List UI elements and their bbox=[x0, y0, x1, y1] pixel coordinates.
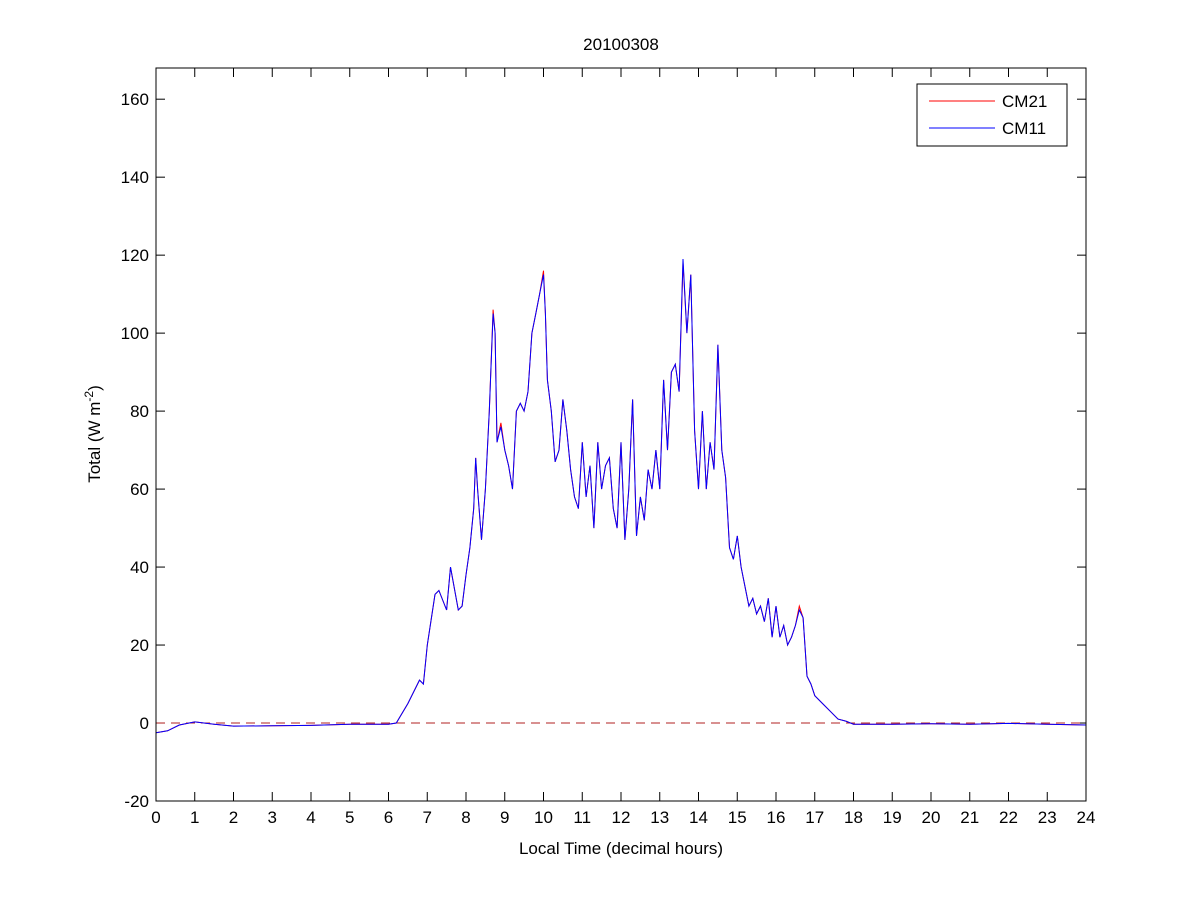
y-tick-label: -20 bbox=[124, 792, 149, 811]
x-tick-label: 0 bbox=[151, 808, 160, 827]
x-tick-label: 12 bbox=[612, 808, 631, 827]
x-tick-label: 17 bbox=[805, 808, 824, 827]
x-tick-label: 19 bbox=[883, 808, 902, 827]
y-tick-label: 120 bbox=[121, 246, 149, 265]
x-tick-label: 4 bbox=[306, 808, 315, 827]
x-tick-label: 10 bbox=[534, 808, 553, 827]
data-series bbox=[155, 258, 1087, 734]
x-tick-label: 13 bbox=[650, 808, 669, 827]
x-tick-label: 8 bbox=[461, 808, 470, 827]
x-tick-label: 5 bbox=[345, 808, 354, 827]
y-tick-label: 60 bbox=[130, 480, 149, 499]
x-tick-label: 14 bbox=[689, 808, 708, 827]
legend-label-cm21: CM21 bbox=[1002, 92, 1047, 111]
axes-frame bbox=[155, 67, 1087, 802]
x-tick-label: 22 bbox=[999, 808, 1018, 827]
x-tick-label: 23 bbox=[1038, 808, 1057, 827]
x-tick-label: 20 bbox=[922, 808, 941, 827]
x-axis-label: Local Time (decimal hours) bbox=[519, 839, 723, 858]
y-tick-label: 80 bbox=[130, 402, 149, 421]
legend-box bbox=[916, 83, 1068, 147]
axis-ticks: 0 1 2 3 4 5 6 7 8 9 10 11 12 13 14 15 16 17 18 19 20 21 22 23 24… bbox=[121, 68, 1096, 827]
y-tick-label: 140 bbox=[121, 168, 149, 187]
x-tick-label: 1 bbox=[190, 808, 199, 827]
x-tick-label: 11 bbox=[573, 808, 591, 827]
y-tick-label: 40 bbox=[130, 558, 149, 577]
x-tick-label: 2 bbox=[229, 808, 238, 827]
x-tick-label: 21 bbox=[960, 808, 979, 827]
y-tick-label: 0 bbox=[140, 714, 149, 733]
x-tick-label: 24 bbox=[1077, 808, 1096, 827]
y-axis-label: Total (W m-2) bbox=[82, 385, 104, 483]
y-tick-label: 20 bbox=[130, 636, 149, 655]
x-tick-label: 18 bbox=[844, 808, 863, 827]
x-tick-label: 3 bbox=[268, 808, 277, 827]
x-tick-label: 16 bbox=[767, 808, 786, 827]
legend: CM21 CM11 bbox=[916, 83, 1068, 147]
x-tick-label: 6 bbox=[384, 808, 393, 827]
x-tick-label: 15 bbox=[728, 808, 747, 827]
x-tick-label: 9 bbox=[500, 808, 509, 827]
y-tick-label: 160 bbox=[121, 90, 149, 109]
y-tick-label: 100 bbox=[121, 324, 149, 343]
series-line-cm21 bbox=[155, 262, 1087, 734]
chart-title: 20100308 bbox=[583, 35, 659, 54]
series-line-cm11 bbox=[155, 258, 1087, 734]
legend-label-cm11: CM11 bbox=[1002, 119, 1046, 138]
x-tick-label: 7 bbox=[423, 808, 432, 827]
